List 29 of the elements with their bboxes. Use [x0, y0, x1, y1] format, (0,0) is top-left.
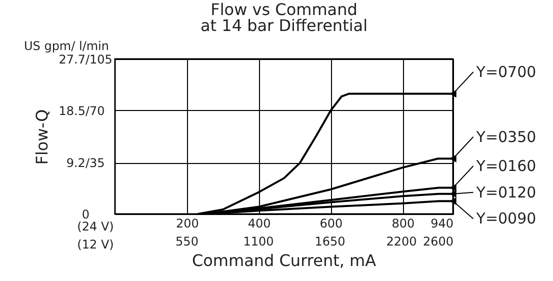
x-axis-title: (24 V)	[77, 220, 114, 234]
x-tick-label: 200	[176, 216, 199, 230]
series-label: Y=0350	[475, 128, 536, 146]
y-tick-label: 27.7/	[58, 52, 90, 66]
chart-title: Flow vs Command	[210, 0, 358, 19]
chart-subtitle: at 14 bar Differential	[200, 16, 368, 35]
series-label: Y=0160	[475, 157, 536, 175]
y2-tick-label: 35	[90, 156, 105, 170]
x2-tick-label: 1100	[243, 234, 274, 248]
x-tick-label: 940	[430, 216, 454, 230]
series-label: Y=0090	[475, 210, 536, 228]
series-label: Y=0700	[475, 62, 536, 81]
text: Command Current, mA	[192, 251, 376, 270]
series-label: Y=0120	[475, 183, 536, 202]
x2-axis-title: (12 V)	[77, 238, 114, 252]
x2-tick-label: 2600	[422, 234, 454, 248]
x2-tick-label: 550	[176, 234, 198, 248]
text: US gpm/ l/min	[24, 39, 109, 53]
x-tick-label: 600	[320, 216, 343, 230]
x-tick-label: 400	[248, 216, 271, 230]
x2-tick-label: 1650	[314, 234, 346, 248]
y-tick-label: 18.5/	[58, 104, 90, 118]
y2-tick-label: 70	[90, 104, 105, 118]
y-tick-label: 0	[82, 208, 90, 222]
y-axis-title: Flow-Q	[32, 109, 52, 165]
y2-tick-label: 105	[90, 52, 112, 66]
x-tick-label: 800	[392, 216, 415, 230]
x2-tick-label: 2200	[386, 234, 417, 248]
y-tick-label: 9.2/	[66, 156, 90, 170]
